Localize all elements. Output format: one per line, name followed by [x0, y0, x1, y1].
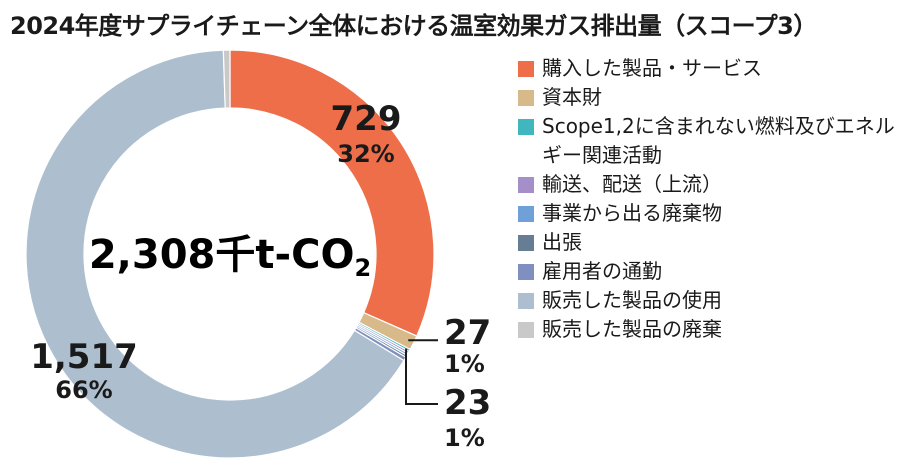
legend-item-5: 事業から出る廃棄物: [518, 199, 896, 228]
legend-label-9: 販売した製品の廃棄: [542, 317, 722, 341]
legend-label-8: 販売した製品の使用: [542, 288, 722, 312]
legend-item-8: 販売した製品の使用: [518, 286, 896, 315]
legend-swatch-4: [518, 177, 534, 193]
slice-8: [25, 49, 405, 459]
data-label-value-8: 1,517: [30, 337, 138, 377]
leader-line-group: [405, 348, 438, 405]
legend-item-2: 資本財: [518, 83, 896, 112]
legend-label-4: 輸送、配送（上流）: [542, 172, 722, 196]
data-label-percent-group: 1%: [444, 424, 485, 452]
donut-slices: [25, 49, 435, 459]
legend-item-1: 購入した製品・サービス: [518, 54, 896, 83]
legend-swatch-7: [518, 264, 534, 280]
data-label-value-group: 23: [444, 383, 491, 423]
legend-item-4: 輸送、配送（上流）: [518, 170, 896, 199]
data-label-percent-8: 66%: [55, 376, 112, 404]
legend-label-2: 資本財: [542, 85, 602, 109]
legend-label-6: 出張: [542, 230, 582, 254]
center-total-label: 2,308千t-CO2: [89, 232, 371, 282]
legend-label-3: Scope1,2に含まれない燃料及びエネルギー関連活動: [542, 114, 895, 167]
legend-swatch-1: [518, 61, 534, 77]
legend-swatch-5: [518, 206, 534, 222]
legend-item-6: 出張: [518, 228, 896, 257]
legend-swatch-2: [518, 90, 534, 106]
legend: 購入した製品・サービス 資本財 Scope1,2に含まれない燃料及びエネルギー関連活…: [518, 54, 896, 344]
data-label-value-2: 27: [444, 313, 491, 353]
data-label-value-1: 729: [331, 99, 402, 139]
legend-label-5: 事業から出る廃棄物: [542, 201, 722, 225]
legend-item-7: 雇用者の通勤: [518, 257, 896, 286]
legend-swatch-6: [518, 235, 534, 251]
slice-9: [222, 49, 231, 109]
data-label-percent-1: 32%: [337, 140, 394, 168]
legend-swatch-8: [518, 293, 534, 309]
legend-label-7: 雇用者の通勤: [542, 259, 662, 283]
slice-1: [229, 49, 435, 337]
legend-item-9: 販売した製品の廃棄: [518, 315, 896, 344]
leader-lines: [405, 339, 438, 405]
data-label-percent-2: 1%: [444, 350, 485, 378]
legend-swatch-9: [518, 322, 534, 338]
legend-swatch-3: [518, 119, 534, 135]
legend-item-3: Scope1,2に含まれない燃料及びエネルギー関連活動: [518, 112, 896, 170]
chart-title: 2024年度サプライチェーン全体における温室効果ガス排出量（スコープ3）: [10, 12, 817, 40]
legend-label-1: 購入した製品・サービス: [542, 56, 762, 80]
